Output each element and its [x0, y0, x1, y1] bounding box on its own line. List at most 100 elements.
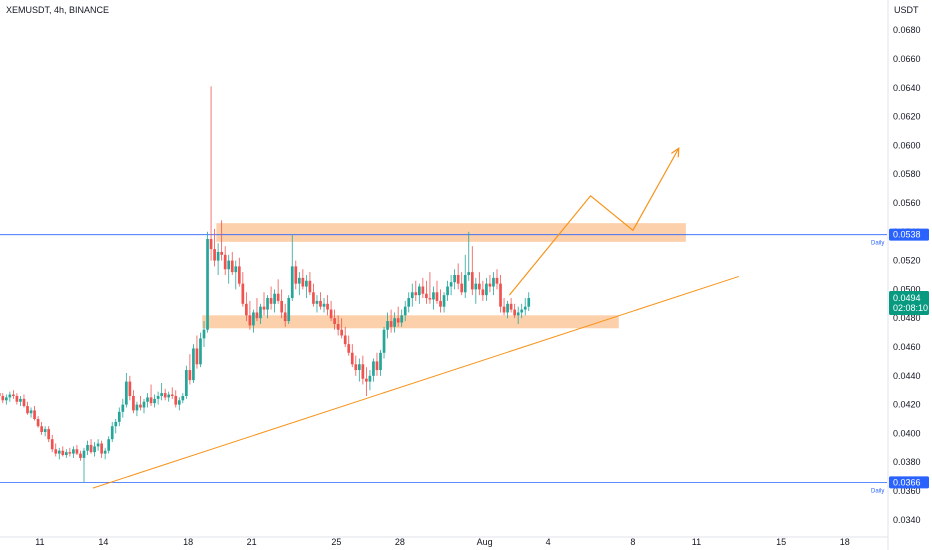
date-tick-label: 28: [395, 537, 405, 547]
candle-body: [121, 404, 125, 412]
candle-body: [488, 283, 492, 287]
candle-body: [82, 450, 86, 458]
candle-body: [57, 450, 61, 454]
candle-body: [319, 300, 322, 307]
candle-body: [29, 410, 33, 414]
candle-body: [248, 315, 252, 326]
candle-body: [389, 321, 393, 327]
date-tick-label: 18: [183, 537, 193, 547]
ascending-trendline[interactable]: [92, 275, 739, 489]
candle-body: [368, 375, 372, 382]
candle-body: [333, 318, 336, 324]
candle-body: [516, 312, 520, 316]
price-tick-label: 0.0340: [893, 515, 921, 525]
candle-body: [467, 272, 471, 275]
candle-body: [64, 452, 68, 456]
candle-body: [273, 293, 276, 304]
candle-body: [485, 283, 488, 296]
candle-body: [163, 393, 167, 398]
candle-body: [110, 426, 114, 440]
date-tick-label: 4: [546, 537, 551, 547]
candle-body: [195, 348, 199, 365]
candle-body: [414, 292, 418, 296]
candle-body: [297, 277, 301, 284]
candle-body: [340, 329, 344, 336]
candle-body: [93, 446, 96, 453]
date-tick-label: 8: [630, 537, 635, 547]
daily-level-caption: Daily: [871, 488, 884, 494]
candle-body: [439, 300, 442, 307]
candle-body: [322, 303, 326, 307]
candle-body: [199, 338, 202, 365]
candle-body: [425, 293, 428, 299]
price-tick-label: 0.0440: [893, 371, 921, 381]
candle-body: [520, 309, 524, 313]
candle-body: [509, 303, 513, 310]
candle-body: [160, 393, 163, 396]
candle-body: [132, 395, 135, 411]
candle-body: [386, 321, 389, 330]
candle-body: [477, 283, 481, 290]
support-zone[interactable]: [202, 315, 619, 329]
date-tick-label: 21: [247, 537, 257, 547]
candle-body: [506, 303, 509, 313]
candle-body: [192, 348, 195, 381]
price-tick-label: 0.0420: [893, 400, 921, 410]
level-price-tag: [889, 228, 929, 241]
candle-body: [135, 404, 139, 411]
candle-body: [523, 306, 527, 310]
candle-body: [75, 449, 79, 454]
candle-body: [26, 406, 29, 414]
candle-body: [343, 335, 347, 345]
candle-body: [329, 309, 333, 319]
candle-body: [124, 381, 128, 405]
last-price-value: 0.0494: [893, 293, 921, 303]
candle-body: [8, 394, 12, 398]
candle-body: [170, 394, 174, 396]
candle-body: [513, 309, 516, 316]
candle-body: [492, 277, 495, 287]
candle-body: [280, 300, 284, 313]
daily-level-caption: Daily: [871, 241, 884, 247]
candle-body: [213, 249, 216, 261]
candle-body: [312, 292, 315, 304]
candle-body: [446, 286, 449, 296]
level-price-tag-text: 0.0538: [893, 230, 921, 240]
candle-body: [177, 400, 181, 405]
candle-body: [230, 260, 234, 273]
candle-body: [456, 275, 460, 284]
price-tick-label: 0.0560: [893, 198, 921, 208]
candle-body: [216, 251, 220, 261]
candle-body: [393, 318, 396, 327]
symbol-title: XEMUSDT, 4h, BINANCE: [6, 5, 110, 15]
candle-body: [499, 283, 502, 307]
bar-countdown-timer: 02:08:10: [893, 303, 928, 313]
candle-body: [305, 280, 308, 287]
price-tick-label: 0.0400: [893, 428, 921, 438]
candle-body: [103, 450, 107, 454]
candle-body: [396, 318, 400, 323]
candle-body: [379, 352, 382, 371]
candle-body: [86, 444, 89, 451]
candle-body: [449, 282, 453, 287]
candle-body: [266, 298, 269, 310]
candle-body: [283, 312, 287, 322]
projection-arrow-path[interactable]: [508, 147, 680, 296]
price-tick-label: 0.0600: [893, 140, 921, 150]
candle-body: [453, 275, 456, 283]
candle-body: [36, 419, 40, 427]
date-tick-label: 18: [840, 537, 850, 547]
candle-body: [100, 443, 103, 454]
resistance-zone[interactable]: [216, 223, 686, 242]
candle-body: [68, 452, 72, 454]
candle-body: [276, 293, 280, 301]
price-tick-label: 0.0660: [893, 54, 921, 64]
candle-body: [227, 260, 231, 270]
candle-body: [220, 251, 224, 255]
candle-body: [185, 370, 188, 396]
candle-body: [234, 266, 238, 273]
candle-body: [259, 306, 262, 319]
candle-body: [156, 395, 160, 399]
level-price-tag: [889, 476, 929, 489]
